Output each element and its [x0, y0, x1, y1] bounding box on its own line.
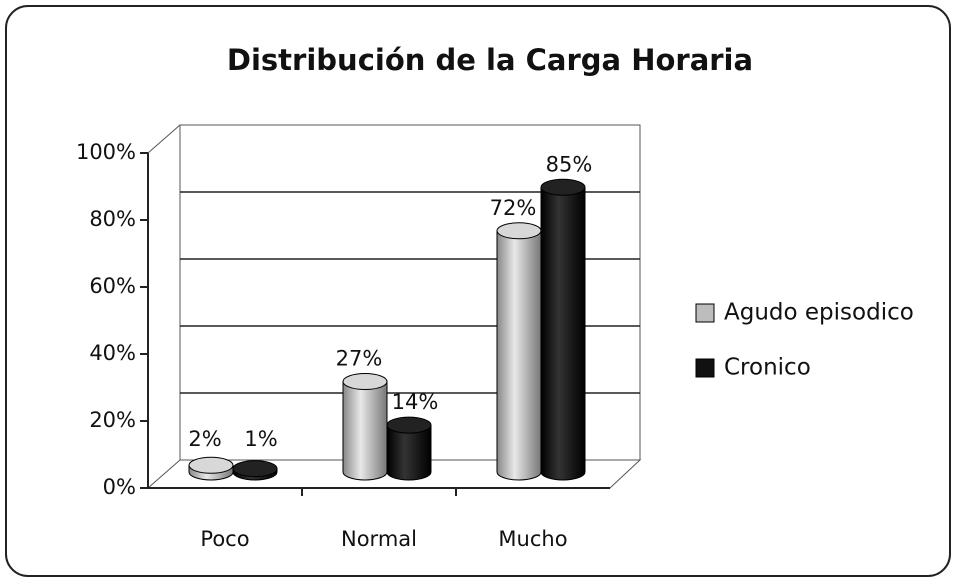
data-label: 27%	[336, 347, 383, 371]
y-tick-label: 60%	[89, 274, 136, 298]
bar	[496, 230, 542, 481]
y-tick-label: 80%	[89, 207, 136, 231]
data-label: 14%	[392, 390, 439, 414]
bar-top	[386, 416, 432, 434]
chart-title: Distribución de la Carga Horaria	[227, 43, 753, 77]
bar	[540, 186, 586, 481]
legend-swatch	[695, 358, 715, 378]
data-label: 2%	[188, 427, 221, 451]
bar-top	[188, 456, 234, 474]
bar-top	[540, 178, 586, 196]
legend: Agudo episodico Cronico	[695, 300, 914, 381]
bar	[386, 424, 432, 481]
y-tick-label: 100%	[76, 140, 136, 164]
legend-label: Agudo episodico	[724, 300, 914, 326]
bar-top	[232, 460, 278, 478]
y-tick-label: 0%	[103, 475, 136, 499]
data-label: 85%	[546, 152, 593, 176]
wall-edge	[147, 124, 181, 154]
data-label: 72%	[490, 196, 537, 220]
x-tick-label: Mucho	[498, 527, 567, 551]
legend-swatch	[695, 303, 715, 323]
bar-top	[496, 222, 542, 240]
bar	[342, 381, 388, 481]
y-tick-label: 40%	[89, 341, 136, 365]
x-tick-label: Normal	[341, 527, 417, 551]
y-tick-label: 20%	[89, 408, 136, 432]
x-tick-label: Poco	[200, 527, 249, 551]
bar-top	[342, 373, 388, 391]
legend-label: Cronico	[724, 355, 811, 381]
data-label: 1%	[244, 427, 277, 451]
